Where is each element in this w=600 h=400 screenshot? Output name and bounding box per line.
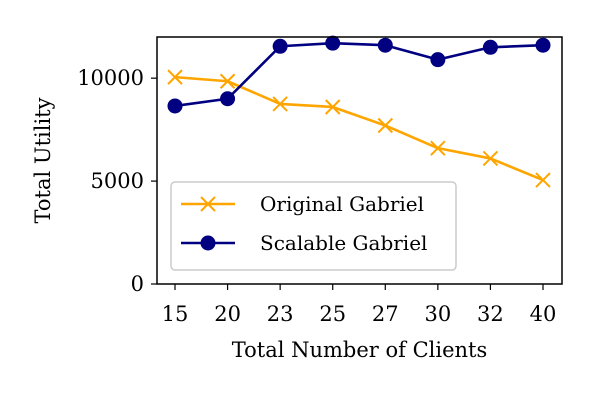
plot-series bbox=[167, 35, 551, 188]
y-axis: 0 5000 10000 bbox=[77, 66, 157, 296]
legend-label: Scalable Gabriel bbox=[260, 231, 427, 255]
data-point-original-gabriel bbox=[167, 69, 183, 85]
data-point-scalable-gabriel bbox=[377, 37, 393, 53]
data-point-original-gabriel bbox=[482, 150, 499, 167]
data-point-scalable-gabriel bbox=[535, 37, 551, 53]
legend-entry-scalable-gabriel: Scalable Gabriel bbox=[181, 231, 427, 255]
plot-frame bbox=[156, 36, 563, 285]
legend-entry-original-gabriel: Original Gabriel bbox=[181, 192, 424, 216]
y-tick-label: 10000 bbox=[77, 66, 144, 90]
y-tick-label: 5000 bbox=[91, 169, 144, 193]
x-tick-label: 27 bbox=[372, 302, 399, 326]
data-point-original-gabriel bbox=[219, 73, 236, 89]
data-point-original-gabriel bbox=[430, 140, 446, 156]
x-tick-label: 15 bbox=[162, 302, 189, 326]
data-point-scalable-gabriel bbox=[482, 39, 498, 55]
x-tick-label: 25 bbox=[319, 302, 346, 326]
data-point-scalable-gabriel bbox=[430, 52, 446, 68]
data-point-original-gabriel bbox=[325, 99, 341, 115]
data-point-scalable-gabriel bbox=[272, 38, 288, 54]
x-tick-label: 32 bbox=[477, 302, 504, 326]
data-point-original-gabriel bbox=[535, 172, 551, 188]
legend-marker bbox=[200, 235, 216, 251]
series-line-original-gabriel bbox=[174, 75, 544, 182]
x-tick-label: 30 bbox=[424, 302, 451, 326]
x-tick-label: 20 bbox=[214, 302, 241, 326]
x-axis: 15 20 23 25 27 30 32 40 bbox=[162, 284, 557, 326]
data-point-scalable-gabriel bbox=[325, 35, 341, 51]
legend-marker bbox=[200, 196, 216, 212]
data-point-original-gabriel bbox=[272, 96, 288, 112]
series-scalable-gabriel bbox=[167, 35, 551, 114]
legend-label: Original Gabriel bbox=[260, 192, 424, 216]
series-line-scalable-gabriel bbox=[174, 41, 544, 108]
series-original-gabriel bbox=[167, 69, 551, 188]
data-point-scalable-gabriel bbox=[220, 91, 236, 107]
x-tick-label: 23 bbox=[267, 302, 294, 326]
x-tick-label: 40 bbox=[530, 302, 557, 326]
legend-box bbox=[170, 181, 457, 271]
legend: Original Gabriel Scalable Gabriel bbox=[170, 181, 457, 271]
data-point-original-gabriel bbox=[377, 117, 393, 134]
y-axis-title: Total Utility bbox=[31, 97, 55, 223]
x-axis-title: Total Number of Clients bbox=[232, 338, 488, 362]
y-tick-label: 0 bbox=[131, 272, 144, 296]
data-point-scalable-gabriel bbox=[167, 98, 183, 114]
